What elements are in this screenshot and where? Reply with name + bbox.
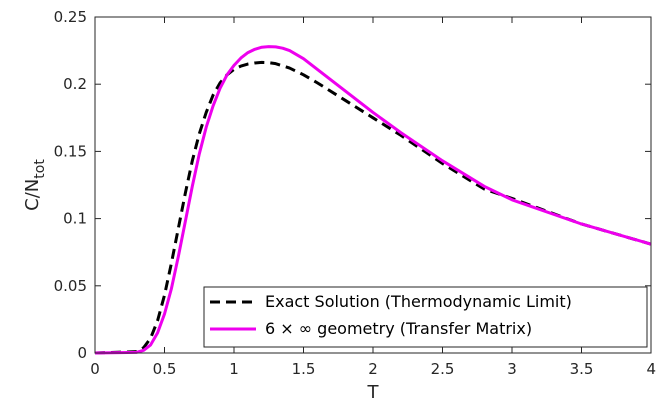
x-tick-label: 4 bbox=[646, 360, 656, 378]
y-tick-label: 0.2 bbox=[63, 75, 87, 93]
x-tick-label: 0 bbox=[90, 360, 100, 378]
y-tick-label: 0 bbox=[77, 344, 87, 362]
legend: Exact Solution (Thermodynamic Limit) 6 ×… bbox=[203, 286, 648, 348]
x-tick-label: 3 bbox=[507, 360, 517, 378]
x-tick-label: 3.5 bbox=[570, 360, 594, 378]
legend-label-transfer: 6 × ∞ geometry (Transfer Matrix) bbox=[265, 319, 532, 338]
y-axis-label: C/Ntot bbox=[22, 159, 48, 211]
y-tick-label: 0.15 bbox=[54, 142, 87, 160]
y-axis-label-main: C/N bbox=[22, 179, 43, 211]
series-layer bbox=[94, 45, 652, 355]
y-tick-label: 0.05 bbox=[54, 277, 87, 295]
y-axis-label-subscript: tot bbox=[32, 159, 48, 179]
x-axis-label: T bbox=[367, 382, 380, 403]
legend-box bbox=[203, 286, 648, 348]
ticks-layer: 0 0.5 1 1.5 2 2.5 3 3.5 4 0 0.05 0.1 0.15 0.2 0.25 bbox=[54, 8, 656, 378]
x-tick-label: 0.5 bbox=[153, 360, 177, 378]
y-tick-label: 0.1 bbox=[63, 210, 87, 228]
x-tick-label: 2.5 bbox=[431, 360, 455, 378]
series-line-exact-solution bbox=[94, 60, 652, 355]
y-tick-label: 0.25 bbox=[54, 8, 87, 26]
series-line-transfer-matrix bbox=[94, 45, 652, 355]
legend-label-exact: Exact Solution (Thermodynamic Limit) bbox=[265, 292, 572, 311]
x-tick-label: 1.5 bbox=[292, 360, 316, 378]
x-tick-label: 2 bbox=[368, 360, 378, 378]
x-tick-label: 1 bbox=[229, 360, 239, 378]
